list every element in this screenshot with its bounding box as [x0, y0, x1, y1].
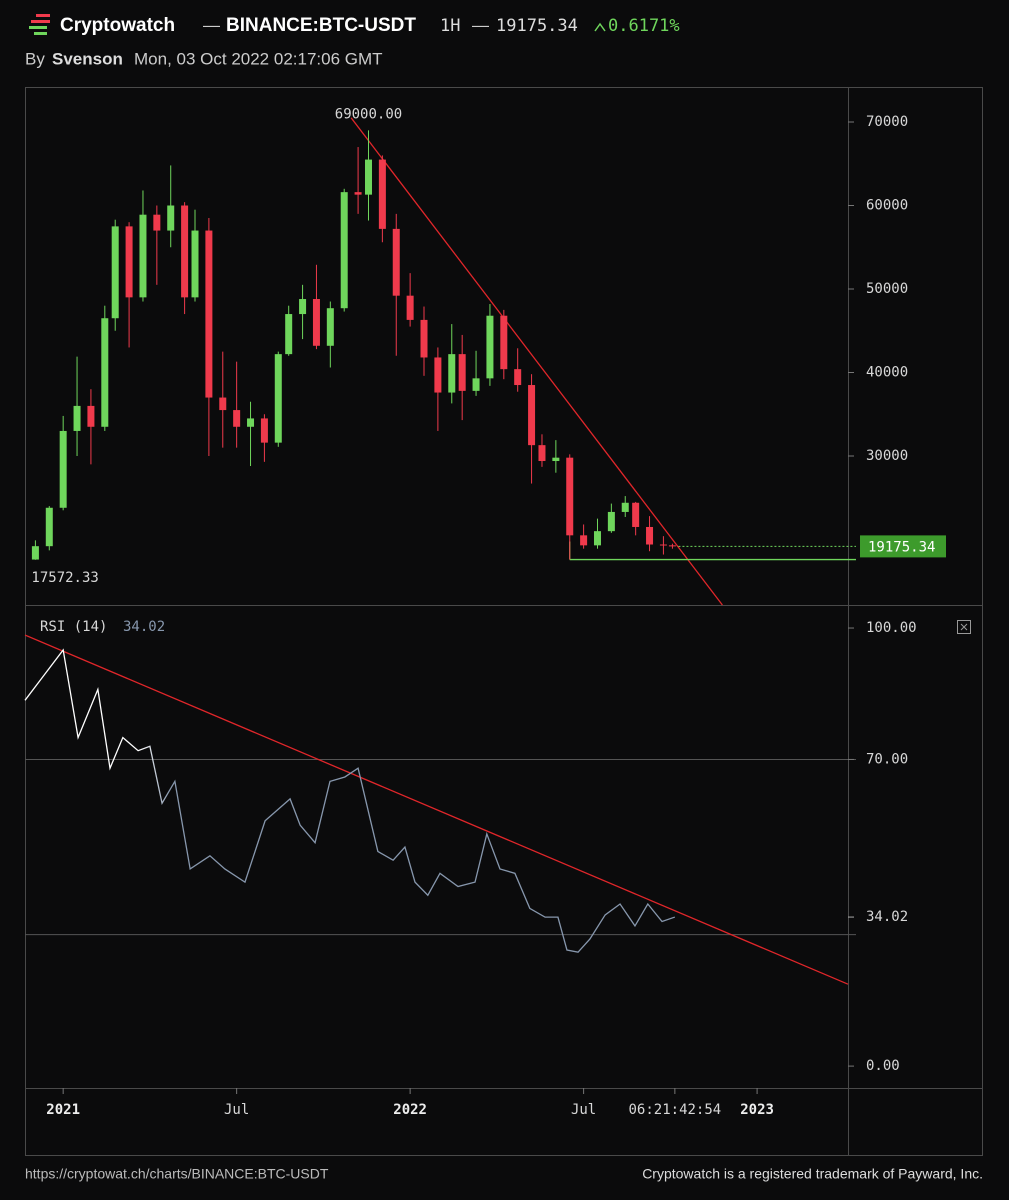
- y-tick-label: 70000: [866, 114, 908, 130]
- x-tick-label: 2021: [46, 1102, 80, 1118]
- market: BINANCE:BTC-USDT: [226, 15, 416, 36]
- by: By: [25, 49, 45, 68]
- y-tick-label: 0.00: [866, 1058, 900, 1074]
- price-change: 0.6171%: [608, 16, 680, 36]
- rsi-value: 34.02: [123, 619, 165, 635]
- trendline: [24, 634, 849, 985]
- candle-body: [566, 457, 574, 536]
- candle-body: [340, 192, 348, 309]
- candle-body: [45, 507, 53, 547]
- low-label: 17572.33: [31, 570, 98, 586]
- candle-body: [111, 226, 119, 319]
- last-price: 19175.34: [496, 16, 578, 36]
- footer-trademark: Cryptowatch is a registered trademark of…: [642, 1166, 983, 1182]
- candle-body: [593, 531, 601, 546]
- candle-body: [632, 502, 640, 527]
- candle-body: [659, 544, 667, 546]
- candle-body: [233, 410, 241, 427]
- chart-frame: [25, 87, 983, 1156]
- candle-body: [312, 299, 320, 346]
- candle-body: [59, 430, 67, 508]
- last-price-box: [860, 535, 946, 558]
- y-tick-label: 70.00: [866, 751, 908, 767]
- candle-body: [668, 545, 676, 547]
- candle-body: [552, 457, 560, 462]
- candle-body: [153, 214, 161, 231]
- y-tick-label: 60000: [866, 198, 908, 214]
- candle-body: [139, 214, 147, 298]
- candle-body: [458, 354, 466, 391]
- candle-body: [219, 397, 227, 411]
- candle-body: [101, 318, 109, 427]
- candle-body: [528, 385, 536, 446]
- candle-body: [274, 354, 282, 443]
- interval: 1H: [440, 16, 460, 36]
- candle-body: [73, 405, 81, 431]
- candle-body: [181, 205, 189, 298]
- candle-body: [378, 159, 386, 229]
- countdown: 06:21:42:54: [629, 1102, 722, 1118]
- candle-body: [205, 230, 213, 398]
- rsi-title: RSI (14): [40, 619, 107, 635]
- candle-body: [486, 315, 494, 379]
- candle-body: [31, 546, 39, 560]
- candle-body: [354, 192, 362, 195]
- trendline: [350, 117, 723, 606]
- candle-body: [472, 378, 480, 391]
- brand: Cryptowatch: [60, 15, 175, 36]
- candle-body: [364, 159, 372, 195]
- logo: [29, 14, 50, 35]
- current-value: 34.02: [866, 909, 908, 925]
- candle-body: [260, 418, 268, 443]
- candle-body: [125, 226, 133, 298]
- candle-body: [580, 535, 588, 546]
- candle-body: [285, 314, 293, 355]
- x-tick-label: 2023: [740, 1102, 774, 1118]
- candle-body: [326, 308, 334, 346]
- candle-body: [434, 357, 442, 393]
- y-tick-label: 50000: [866, 281, 908, 297]
- separator: —: [203, 15, 220, 34]
- candle-body: [607, 511, 615, 532]
- candle-body: [247, 418, 255, 427]
- rsi-line: [24, 648, 676, 953]
- candle-body: [191, 230, 199, 298]
- y-tick-label: 40000: [866, 365, 908, 381]
- candle-body: [448, 354, 456, 393]
- author: Svenson: [52, 49, 123, 68]
- y-tick-label: 100.00: [866, 620, 917, 636]
- candle-body: [392, 228, 400, 296]
- high-label: 69000.00: [335, 106, 402, 122]
- x-tick-label: Jul: [224, 1102, 249, 1118]
- y-tick-label: 30000: [866, 448, 908, 464]
- candle-body: [167, 205, 175, 231]
- candle-body: [514, 369, 522, 386]
- candle-body: [538, 445, 546, 462]
- candle-body: [500, 315, 508, 370]
- candle-body: [406, 295, 414, 320]
- footer-url: https://cryptowat.ch/charts/BINANCE:BTC-…: [25, 1166, 329, 1182]
- candle-body: [420, 319, 428, 358]
- separator: —: [472, 15, 489, 34]
- x-tick-label: 2022: [393, 1102, 427, 1118]
- change-arrow: [594, 22, 606, 32]
- candle-body: [646, 526, 654, 545]
- close-rsi[interactable]: [957, 620, 971, 634]
- candle-body: [621, 502, 629, 512]
- candle-body: [87, 405, 95, 427]
- x-tick-label: Jul: [571, 1102, 596, 1118]
- date: Mon, 03 Oct 2022 02:17:06 GMT: [134, 49, 383, 68]
- candle-body: [299, 299, 307, 315]
- last-price-label: 19175.34: [868, 539, 935, 555]
